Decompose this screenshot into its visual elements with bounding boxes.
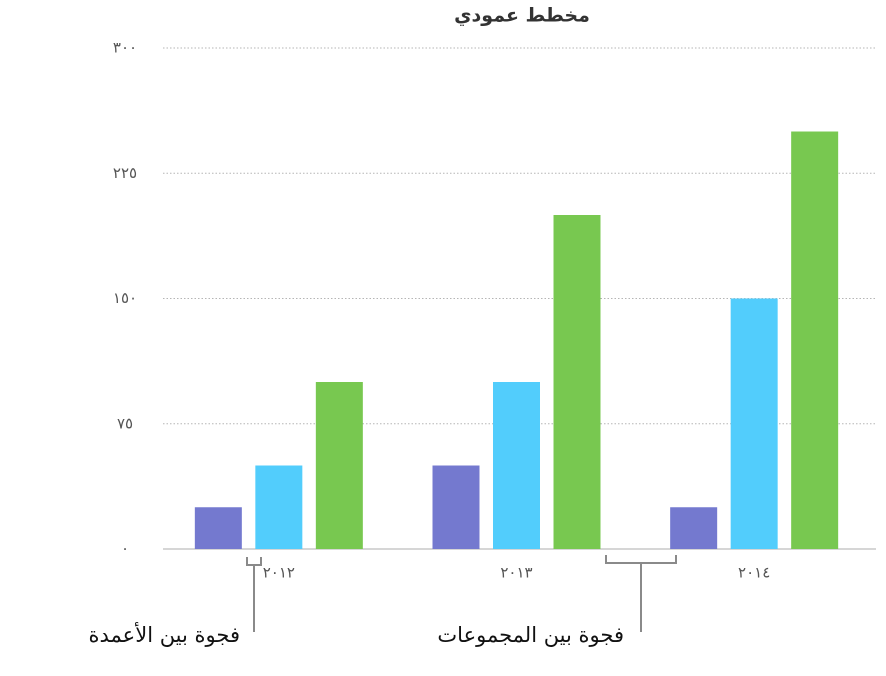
annotation: فجوة بين المجموعات <box>437 623 624 647</box>
bar <box>791 131 839 549</box>
y-tick-label: ٧٥ <box>117 414 133 432</box>
chart-title: مخطط عمودي <box>454 5 590 28</box>
bar <box>194 507 242 549</box>
bar <box>670 507 718 549</box>
column-gap-bracket <box>246 557 262 632</box>
annotation: فجوة بين الأعمدة <box>89 622 240 647</box>
y-tick-label: ٢٢٥ <box>113 164 137 182</box>
bar <box>553 215 601 549</box>
group-gap-bracket <box>605 555 677 632</box>
y-tick-label: ٣٠٠ <box>113 39 137 57</box>
x-tick-label: ٢٠١٣ <box>500 564 532 582</box>
bar <box>493 382 540 549</box>
y-tick-label: ٠ <box>121 540 129 558</box>
bar <box>730 298 778 549</box>
gap-brackets <box>246 555 677 632</box>
x-tick-label: ٢٠١٤ <box>738 564 770 582</box>
x-tick-label: ٢٠١٢ <box>263 564 295 582</box>
bar <box>255 465 303 549</box>
bar <box>432 465 480 549</box>
bar <box>315 382 363 549</box>
y-tick-label: ١٥٠ <box>113 289 137 307</box>
